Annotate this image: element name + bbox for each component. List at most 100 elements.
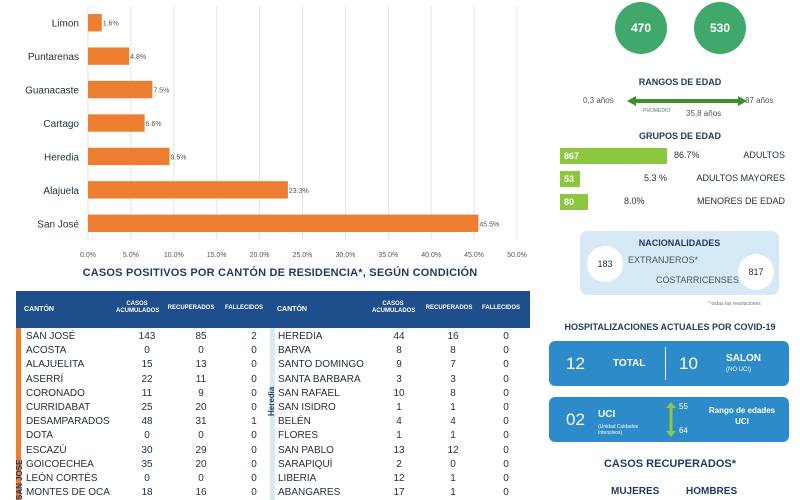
data-label: 9.5% [171, 154, 187, 161]
deaths-value: 0 [503, 331, 509, 342]
age-group-row: 80 8.0% MENORES DE EDAD [560, 194, 785, 210]
recovered-men-label: HOMBRES [686, 486, 738, 497]
cases-value: 2 [396, 458, 402, 470]
canton-table-header: CANTÓN CASOS ACUMULADOS RECUPERADOS FALL… [16, 291, 530, 328]
foreign-count: 183 [587, 246, 623, 282]
deaths-value: 0 [251, 487, 257, 499]
hospital-total-count: 12 [566, 354, 585, 373]
recovered-value: 9 [198, 387, 204, 399]
canton-name: BELÉN [278, 416, 311, 428]
category-label: Guanacaste [25, 86, 79, 97]
deaths-value: 0 [503, 345, 509, 357]
canton-name: ALAJUELITA [26, 359, 85, 371]
canton-name: ABANGARES [278, 487, 341, 499]
uci-range-bottom: 64 [679, 426, 688, 435]
header-canton-left: CANTÓN [24, 306, 54, 313]
table-row: BELÉN 4 4 0 [278, 415, 528, 429]
hospital-uci-sub: (Unidad Cuidados Intensivos) [598, 424, 639, 436]
bar [88, 47, 130, 65]
cases-value: 44 [393, 331, 405, 342]
x-tick-label: 15.0% [207, 252, 227, 259]
cases-value: 9 [396, 359, 402, 371]
hospital-total-label: TOTAL [613, 358, 646, 369]
hospital-salon-sub: (NO UCI) [726, 367, 751, 373]
recovered-value: 0 [198, 430, 204, 442]
table-row: SAN ISIDRO 1 1 0 [278, 401, 528, 415]
table-row: MONTES DE OCA 18 16 0 [26, 486, 276, 500]
recovered-value: 1 [450, 430, 456, 442]
data-label: 4.8% [130, 54, 146, 61]
stat-circle-right: 530 [694, 2, 746, 54]
age-min: 0,3 años [583, 96, 614, 105]
uci-range-label: Rango de edades UCI [708, 406, 776, 426]
canton-name: SAN PABLO [278, 444, 334, 456]
hospital-uci-label: UCI [598, 409, 616, 420]
age-average: 35,8 años [686, 109, 722, 118]
age-group-row: 53 5.3 % ADULTOS MAYORES [560, 171, 785, 187]
table-row: ESCAZÚ 30 29 0 [26, 444, 276, 458]
table-row: SARAPIQUÍ 2 0 0 [278, 458, 528, 472]
recovered-value: 3 [450, 373, 456, 385]
nationalities-title: NACIONALIDADES [638, 238, 721, 248]
category-label: San José [37, 219, 79, 230]
x-tick-label: 40.0% [421, 252, 441, 259]
table-row: BARVA 8 8 0 [278, 344, 528, 358]
age-group-row: 867 86.7% ADULTOS [560, 148, 785, 164]
recovered-value: 16 [195, 487, 207, 499]
cases-value: 8 [396, 345, 402, 357]
age-groups-title: GRUPOS DE EDAD [638, 131, 721, 141]
age-group-pct: 8.0% [624, 196, 645, 206]
age-group-label: ADULTOS MAYORES [696, 173, 785, 183]
canton-name: CORONADO [26, 387, 85, 399]
table-row: ALAJUELITA 15 13 0 [26, 358, 276, 372]
table-row: SANTA BARBARA 3 3 0 [278, 373, 528, 387]
deaths-value: 0 [503, 473, 509, 484]
hospital-uci-box: 02 UCI (Unidad Cuidados Intensivos) 55 6… [549, 397, 789, 442]
canton-name: SANTO DOMINGO [278, 359, 364, 371]
table-row: DOTA 0 0 0 [26, 429, 276, 443]
canton-name: CURRIDABAT [26, 402, 91, 413]
recovered-value: 0 [198, 473, 204, 484]
recovered-value: 31 [195, 416, 207, 428]
canton-name: BARVA [278, 345, 311, 357]
uci-age-arrow [666, 402, 676, 437]
deaths-value: 0 [251, 387, 257, 399]
canton-name: ACOSTA [26, 345, 67, 357]
deaths-value: 0 [503, 444, 509, 456]
x-tick-label: 45.0% [464, 252, 484, 259]
cases-value: 1 [396, 430, 402, 442]
header-deaths-right: FALLECIDOS [481, 305, 520, 311]
table-row: HEREDIA 44 16 0 [278, 330, 528, 344]
nationalities-footnote: * todas las resoluciones [708, 301, 761, 307]
age-mid-label: PROMEDIO [643, 108, 671, 114]
recovered-value: 16 [447, 331, 459, 342]
recovered-value: 12 [447, 444, 459, 456]
recovered-title: CASOS RECUPERADOS* [603, 458, 737, 470]
recovered-value: 1 [450, 402, 456, 413]
cases-value: 4 [396, 416, 402, 428]
cases-value: 35 [141, 458, 153, 470]
canton-name: SARAPIQUÍ [278, 458, 333, 470]
local-label: COSTARRICENSES [656, 275, 739, 285]
table-row: GOICOECHEA 35 20 0 [26, 458, 276, 472]
canton-name: SAN ISIDRO [278, 402, 336, 413]
deaths-value: 0 [251, 430, 257, 442]
table-row: FLORES 1 1 0 [278, 429, 528, 443]
deaths-value: 0 [503, 430, 509, 442]
age-max: 87 años [745, 96, 774, 105]
recovered-value: 4 [450, 416, 456, 428]
deaths-value: 1 [251, 416, 257, 428]
foreign-label: EXTRANJEROS* [628, 255, 699, 265]
nationalities-panel: NACIONALIDADES 183 EXTRANJEROS* COSTARRI… [580, 231, 779, 295]
recovered-value: 8 [450, 387, 456, 399]
heredia-side-bar [270, 328, 275, 500]
x-tick-label: 20.0% [250, 252, 270, 259]
canton-name: GOICOECHEA [26, 458, 94, 470]
province-bar-chart: 0.0% 5.0% 10.0% 15.0% 20.0% 25.0% 30.0% 35.0% 40… [25, 6, 527, 259]
cases-value: 25 [141, 402, 153, 413]
hospital-divider [665, 347, 666, 380]
canton-name: ASERRÍ [26, 373, 64, 385]
canton-name: DOTA [26, 430, 54, 442]
deaths-value: 0 [251, 458, 257, 470]
recovered-value: 20 [195, 402, 207, 413]
